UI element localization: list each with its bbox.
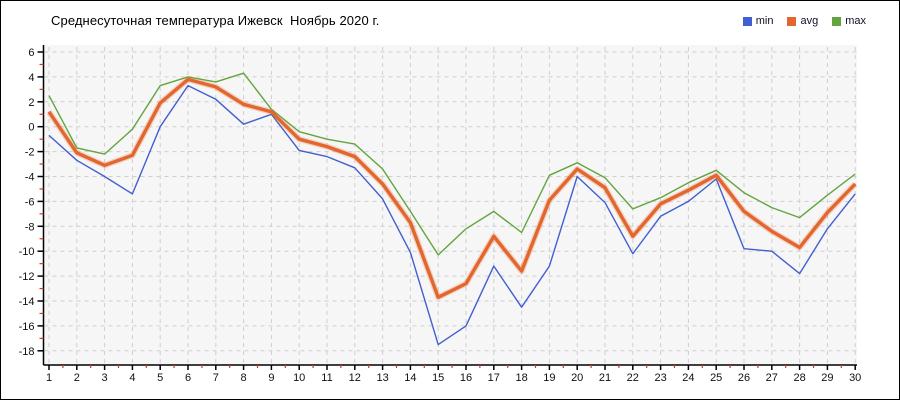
x-tick-label: 15: [432, 372, 444, 384]
x-tick-label: 20: [571, 372, 583, 384]
max-series-line: [48, 72, 856, 256]
x-tick-label: 12: [349, 372, 361, 384]
avg-series-swatch-icon: [787, 16, 797, 26]
x-tick-label: 23: [654, 372, 666, 384]
x-tick-label: 30: [849, 372, 861, 384]
max-series-swatch-icon: [832, 16, 842, 26]
x-tick-label: 10: [293, 372, 305, 384]
y-tick-label: 2: [28, 97, 34, 109]
chart-title: Среднесуточная температура Ижевск Ноябрь…: [51, 13, 380, 28]
x-tick-label: 13: [376, 372, 388, 384]
legend-label-max: max: [845, 15, 866, 27]
axes: [42, 45, 857, 366]
x-tick-label: 16: [460, 372, 472, 384]
gridlines: [44, 47, 857, 364]
x-axis-ticks: 1 2 3 4 5 6 7 8 9 10 11 12 13 14 15 16 17 18 19 20 21 22 23 24 2…: [46, 365, 861, 384]
y-tick-label: -10: [19, 246, 35, 258]
y-tick-label: 4: [28, 72, 34, 84]
legend-item-max: max: [832, 15, 866, 27]
y-tick-label: -4: [25, 172, 35, 184]
legend-item-min: min: [742, 15, 774, 27]
y-tick-label: -6: [25, 196, 35, 208]
x-tick-label: 25: [710, 372, 722, 384]
x-tick-label: 17: [488, 372, 500, 384]
x-tick-label: 11: [321, 372, 332, 384]
x-tick-label: 26: [738, 372, 750, 384]
x-tick-label: 5: [157, 372, 163, 384]
x-tick-label: 6: [185, 372, 191, 384]
legend: min avg max: [742, 15, 866, 27]
x-tick-label: 24: [682, 372, 694, 384]
legend-label-min: min: [755, 15, 774, 27]
x-tick-label: 9: [268, 372, 274, 384]
x-tick-label: 14: [404, 372, 416, 384]
y-tick-label: -14: [19, 296, 35, 308]
plot-area: [43, 45, 857, 365]
min-series-swatch-icon: [742, 16, 752, 26]
x-tick-label: 29: [821, 372, 833, 384]
x-tick-label: 8: [241, 372, 247, 384]
y-axis-ticks: 6 4 2 0 -2 -4 -6 -8 -10 -12 -14 -16 -18: [19, 47, 44, 358]
y-tick-label: 0: [28, 122, 34, 134]
y-tick-label: -8: [25, 221, 35, 233]
legend-item-avg: avg: [787, 15, 818, 27]
y-tick-label: 6: [28, 47, 34, 59]
x-tick-label: 22: [627, 372, 639, 384]
x-tick-label: 18: [515, 372, 527, 384]
x-tick-label: 28: [793, 372, 805, 384]
x-tick-label: 27: [766, 372, 778, 384]
y-tick-label: -12: [19, 271, 35, 283]
x-tick-label: 2: [74, 372, 80, 384]
y-tick-label: -18: [19, 346, 35, 358]
legend-label-avg: avg: [800, 15, 819, 27]
min-series-line: [48, 84, 856, 346]
y-tick-label: -16: [19, 321, 35, 333]
x-tick-label: 3: [102, 372, 108, 384]
x-tick-label: 7: [213, 372, 219, 384]
x-tick-label: 21: [599, 372, 611, 384]
avg-series-line: [47, 77, 857, 299]
x-tick-label: 19: [543, 372, 555, 384]
x-tick-label: 4: [129, 372, 135, 384]
y-tick-label: -2: [25, 147, 35, 159]
x-tick-label: 1: [46, 372, 52, 384]
